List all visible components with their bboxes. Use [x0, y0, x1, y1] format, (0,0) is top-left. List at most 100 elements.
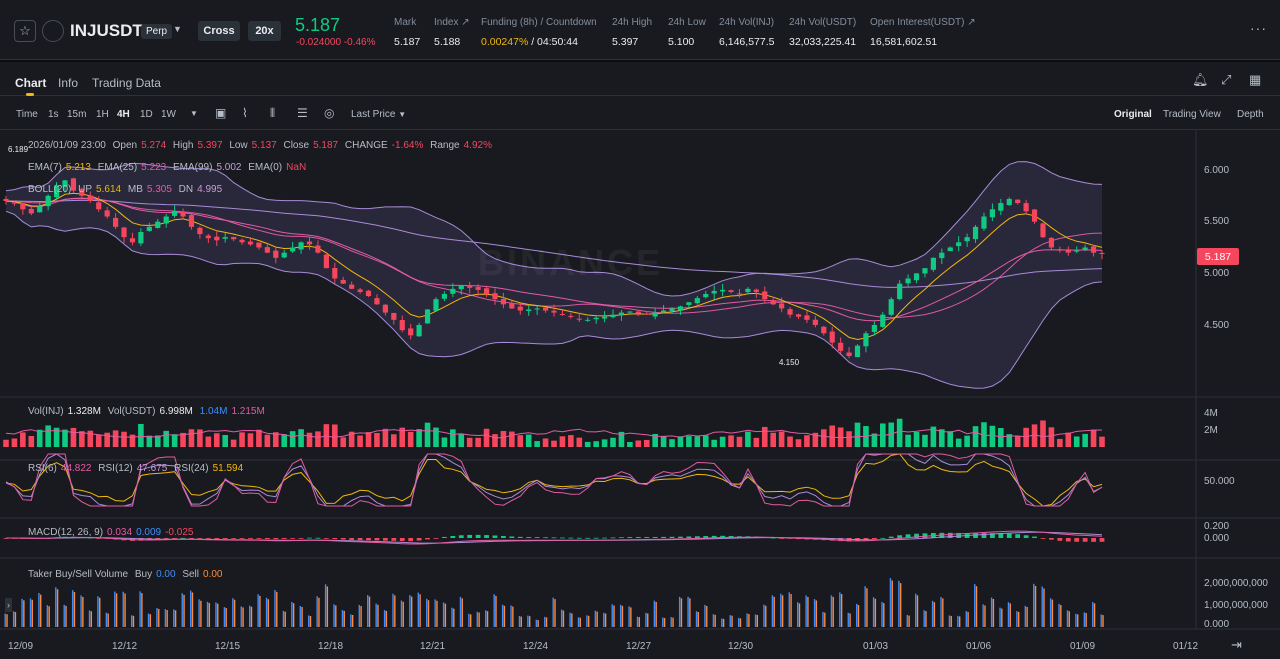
- macd-histogram-bar: [264, 538, 270, 539]
- candle-body: [956, 242, 962, 247]
- taker-buy-bar: [990, 597, 993, 627]
- grid-icon[interactable]: ▦: [1249, 72, 1262, 87]
- macd-histogram-bar: [880, 537, 886, 539]
- taker-buy-bar: [1049, 598, 1052, 627]
- taker-buy-bar: [594, 610, 597, 627]
- leverage-button[interactable]: 20x: [248, 21, 281, 41]
- taker-sell-bar: [495, 595, 497, 627]
- margin-mode-button[interactable]: Cross: [198, 21, 240, 41]
- star-icon[interactable]: ☆: [14, 20, 36, 42]
- taker-sell-bar: [975, 586, 978, 627]
- view-trading-view[interactable]: Trading View: [1163, 109, 1221, 120]
- candle-type-icon[interactable]: ⫴: [270, 106, 276, 120]
- indicator-icon[interactable]: ⌇: [242, 106, 248, 120]
- interval-1s[interactable]: 1s: [48, 109, 59, 120]
- taker-sell-bar: [158, 608, 160, 627]
- interval-dropdown-icon[interactable]: ▼: [190, 109, 198, 118]
- candle-body: [551, 310, 557, 313]
- volume-bar: [272, 432, 279, 447]
- view-depth[interactable]: Depth: [1237, 109, 1264, 120]
- taker-buy-bar: [493, 594, 495, 627]
- interval-1d[interactable]: 1D: [140, 109, 153, 120]
- candle-body: [1006, 198, 1012, 206]
- more-icon[interactable]: ···: [1250, 20, 1267, 36]
- calendar-icon[interactable]: ▣: [215, 106, 227, 120]
- taker-buy-bar: [97, 596, 99, 627]
- tab-chart[interactable]: Chart: [15, 76, 47, 90]
- taker-buy-bar: [392, 593, 394, 627]
- volume-bar: [652, 433, 658, 447]
- interval-15m[interactable]: 15m: [67, 109, 87, 120]
- macd-histogram-bar: [627, 537, 633, 538]
- chevron-down-icon[interactable]: ▼: [173, 24, 182, 34]
- volume-bar: [129, 434, 136, 447]
- target-icon[interactable]: ◎: [324, 106, 335, 120]
- candle-body: [854, 345, 861, 358]
- bell-icon[interactable]: 🔔︎: [1192, 72, 1209, 87]
- volume-bar: [424, 422, 431, 447]
- taker-sell-bar: [1060, 605, 1062, 627]
- volume-bar: [315, 431, 321, 447]
- taker-buy-bar: [653, 600, 656, 627]
- settings-list-icon[interactable]: ☰: [297, 106, 308, 120]
- taker-sell-bar: [141, 593, 143, 627]
- candle-body: [905, 278, 911, 284]
- rsi12-label: RSI(12): [98, 463, 133, 474]
- taker-buy-bar: [434, 599, 436, 627]
- taker-buy-bar: [611, 604, 613, 627]
- taker-buy-bar: [324, 584, 327, 627]
- view-original[interactable]: Original: [1114, 109, 1152, 120]
- candle-body: [247, 241, 254, 245]
- taker-sell-bar: [174, 610, 177, 627]
- macd-histogram-bar: [1057, 538, 1063, 541]
- candle-body: [1031, 209, 1038, 222]
- perp-badge: Perp: [141, 24, 173, 39]
- taker-buy-bar: [198, 599, 200, 627]
- candle-body: [458, 285, 464, 290]
- interval-1h[interactable]: 1H: [96, 109, 109, 120]
- binance-watermark: BINANCE: [478, 242, 664, 283]
- date-tick: 12/24: [523, 641, 549, 652]
- candle-body: [441, 294, 447, 299]
- candle-body: [601, 316, 608, 319]
- candle-body: [129, 238, 136, 243]
- volume-bar: [180, 432, 186, 447]
- symbol-name[interactable]: INJUSDT: [70, 21, 143, 40]
- stat-value: 0.00247% / 04:50:44: [481, 36, 597, 48]
- candle-body: [53, 185, 60, 198]
- macd-tick: 0.200: [1204, 521, 1230, 532]
- expand-icon[interactable]: ⤢: [1221, 72, 1232, 87]
- interval-4h[interactable]: 4H: [117, 109, 130, 120]
- chart-canvas[interactable]: [0, 130, 1280, 659]
- taker-buy-label: Buy: [134, 569, 153, 580]
- candle-body: [138, 232, 144, 244]
- volume-bar: [517, 435, 524, 447]
- tab-info[interactable]: Info: [58, 76, 79, 90]
- macd-histogram-bar: [189, 538, 194, 539]
- macd-dea-value: 0.009: [136, 527, 162, 538]
- candle-body: [87, 195, 93, 201]
- interval-1w[interactable]: 1W: [161, 109, 176, 120]
- candle-body: [745, 288, 751, 293]
- taker-sell-bar: [166, 610, 168, 627]
- candle-body: [1090, 246, 1097, 253]
- taker-buy-bar: [316, 596, 318, 627]
- macd-histogram-bar: [694, 536, 700, 538]
- rsi-legend: RSI(6) 44.822 RSI(12) 47.675 RSI(24) 51.594: [28, 463, 247, 474]
- taker-buy-bar: [299, 605, 301, 627]
- tab-trading-data[interactable]: Trading Data: [92, 76, 161, 90]
- interval-time[interactable]: Time: [16, 109, 38, 120]
- taker-buy-bar: [426, 598, 428, 627]
- collapse-panel-icon[interactable]: ›: [5, 598, 12, 612]
- macd-histogram-bar: [408, 538, 414, 542]
- taker-buy-bar: [839, 592, 841, 627]
- taker-sell-bar: [217, 603, 219, 627]
- volume-bar: [905, 434, 911, 447]
- macd-histogram-bar: [914, 533, 919, 538]
- taker-sell-bar: [183, 594, 185, 627]
- candle-body: [433, 299, 439, 311]
- candle-body: [686, 302, 692, 305]
- time-axis-reset-icon[interactable]: ⇥: [1231, 637, 1242, 652]
- price-type-select[interactable]: Last Price ▼: [351, 109, 406, 120]
- taker-sell-bar: [588, 615, 590, 627]
